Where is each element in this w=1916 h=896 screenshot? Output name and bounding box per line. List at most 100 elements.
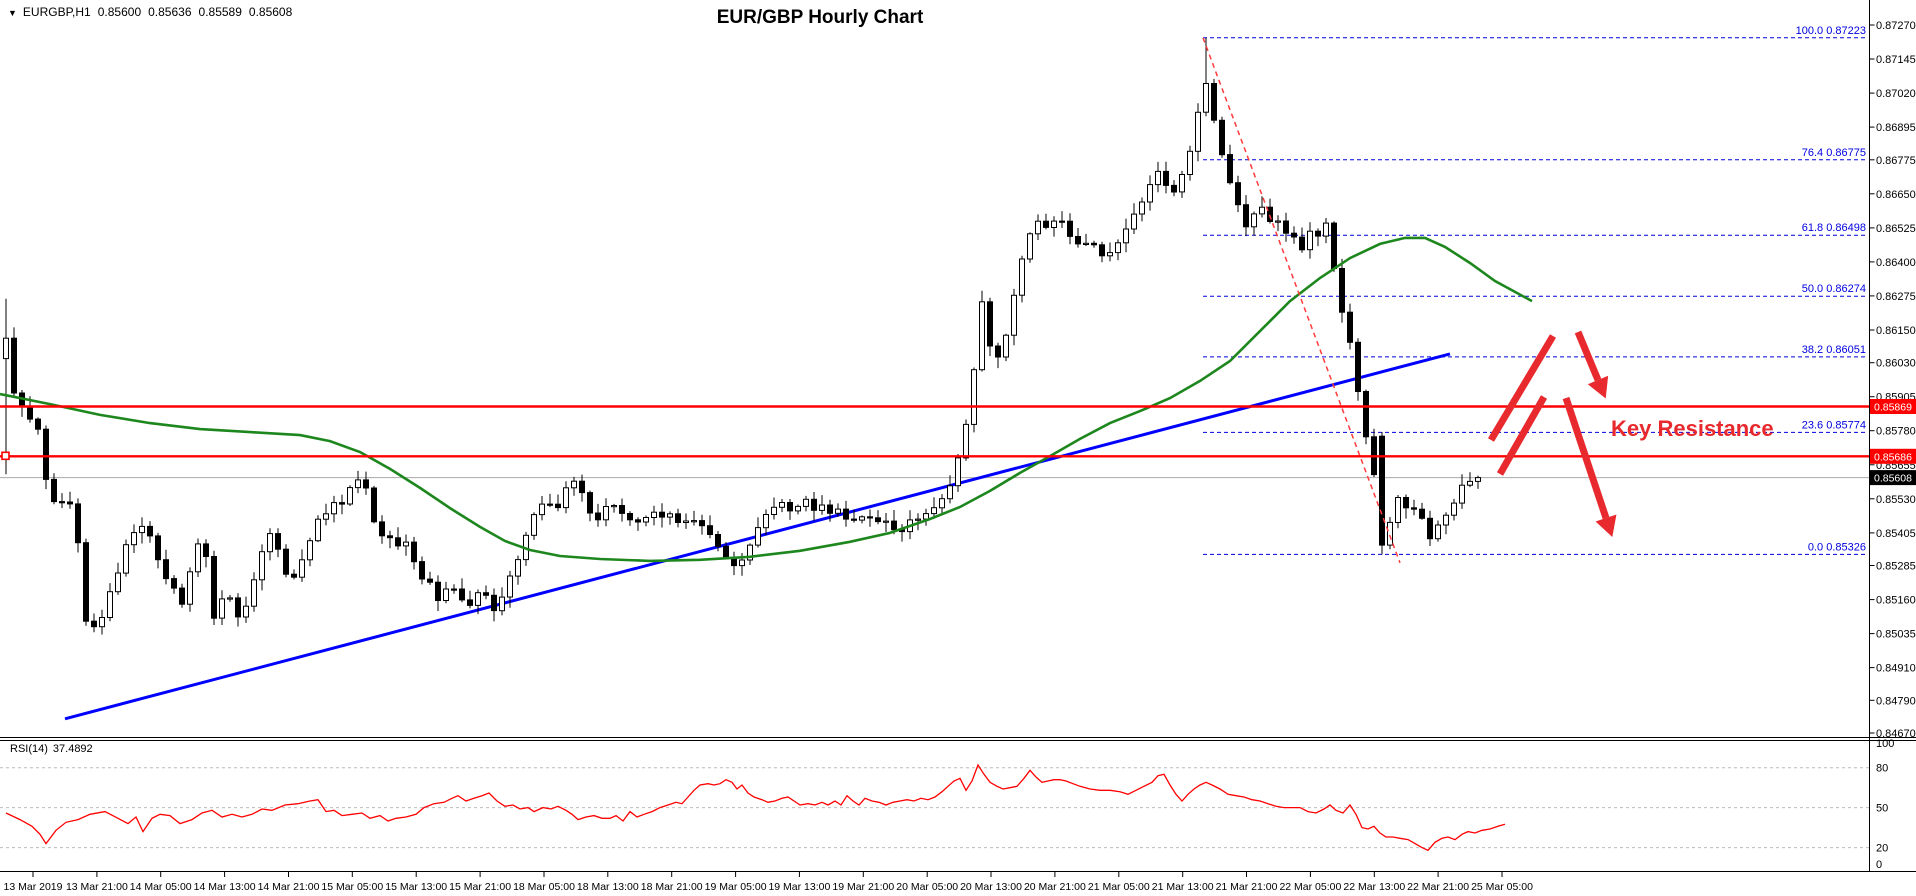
candle: [1331, 222, 1337, 270]
candle: [1443, 514, 1449, 526]
time-tick-label: 15 Mar 21:00: [449, 881, 511, 893]
candle: [995, 345, 1001, 358]
candle: [1355, 341, 1361, 392]
down-arrow-shaft: [1574, 330, 1602, 382]
symbol-label: EURGBP,H1: [22, 5, 91, 19]
candle: [571, 480, 577, 489]
candle: [355, 479, 361, 489]
candle: [1115, 242, 1121, 254]
candle: [563, 487, 569, 509]
quote-bar: ▼ EURGBP,H1 0.85600 0.85636 0.85589 0.85608: [8, 5, 292, 19]
price-tick-label: 0.87270: [1876, 20, 1916, 32]
candle: [1163, 170, 1169, 186]
candle: [1019, 258, 1025, 296]
candle: [299, 559, 305, 578]
rsi-indicator-label: RSI(14) 37.4892: [10, 743, 93, 755]
candle: [1179, 174, 1185, 193]
candle: [243, 605, 249, 618]
candle: [227, 597, 233, 600]
down-arrow-shaft: [1562, 396, 1610, 520]
time-tick-label: 19 Mar 05:00: [705, 881, 767, 893]
down-arrow-head: [1587, 375, 1609, 399]
candle: [139, 525, 145, 534]
candle: [371, 487, 377, 523]
candle: [315, 518, 321, 542]
candle: [507, 575, 513, 598]
candle: [1003, 334, 1009, 358]
down-arrow-head: [1595, 514, 1617, 537]
candle: [1091, 242, 1097, 246]
time-tick-label: 14 Mar 21:00: [258, 881, 320, 893]
candle: [123, 544, 129, 574]
candle: [115, 572, 121, 593]
candle: [171, 578, 177, 589]
time-tick-label: 15 Mar 13:00: [385, 881, 447, 893]
candle: [707, 525, 713, 536]
candle: [1251, 213, 1257, 228]
candle: [531, 514, 537, 536]
candle: [1187, 150, 1193, 176]
candle: [1267, 206, 1273, 222]
candle: [107, 591, 113, 619]
candle: [1059, 220, 1065, 223]
key-resistance-label[interactable]: Key Resistance: [1611, 416, 1774, 441]
up-stroke: [1496, 395, 1548, 476]
candle: [131, 532, 137, 546]
candle: [627, 513, 633, 521]
price-tick-label: 0.87145: [1876, 54, 1916, 66]
candle: [963, 423, 969, 459]
price-tags: 0.85869 0.85686 0.85608: [1870, 399, 1916, 486]
candle: [283, 548, 289, 575]
candle: [723, 545, 729, 558]
time-tick-label: 20 Mar 05:00: [896, 881, 958, 893]
candle: [1195, 111, 1201, 152]
candle: [1395, 497, 1401, 523]
quote-close: 0.85608: [248, 5, 293, 19]
candle: [795, 505, 801, 512]
rsi-tick-label: 100: [1876, 738, 1894, 750]
candle: [1027, 233, 1033, 260]
red-dashed-trend[interactable]: [1202, 37, 1401, 564]
resistance-lines[interactable]: [0, 405, 1870, 461]
time-tick-label: 15 Mar 05:00: [321, 881, 383, 893]
candle: [939, 498, 945, 509]
fib-retracement[interactable]: 100.0 0.87223 76.4 0.86775 61.8 0.86498 50.…: [1203, 25, 1866, 555]
candle: [291, 573, 297, 578]
candle: [195, 543, 201, 573]
chart-title: EUR/GBP Hourly Chart: [716, 7, 924, 28]
symbol-dropdown-icon[interactable]: ▼: [8, 8, 17, 18]
candle: [611, 505, 617, 508]
rsi-line: [5, 763, 1506, 852]
candle: [979, 301, 985, 371]
candle: [27, 406, 33, 420]
candle: [459, 588, 465, 601]
candle: [851, 518, 857, 521]
candle: [235, 597, 241, 618]
candle: [187, 571, 193, 605]
price-tick-label: 0.85160: [1876, 595, 1916, 607]
time-tick-label: 18 Mar 21:00: [641, 881, 703, 893]
pane-borders: [0, 0, 1916, 872]
candle: [603, 506, 609, 521]
annotation-arrows[interactable]: [1487, 330, 1617, 537]
candle: [443, 588, 449, 601]
candle: [715, 534, 721, 547]
time-tick-label: 19 Mar 21:00: [832, 881, 894, 893]
candle: [51, 478, 57, 503]
candle: [147, 525, 153, 537]
candle: [1451, 502, 1457, 516]
candle: [1411, 507, 1417, 510]
candle: [179, 587, 185, 605]
candle: [1315, 230, 1321, 237]
candle: [987, 301, 993, 347]
candle: [1259, 206, 1265, 215]
rsi-tick-label: 0: [1876, 859, 1882, 871]
candle: [99, 617, 105, 628]
candle: [619, 505, 625, 514]
candle: [419, 561, 425, 580]
candle: [307, 540, 313, 561]
time-tick-label: 13 Mar 21:00: [66, 881, 128, 893]
candle: [1459, 484, 1465, 504]
rsi-pane: 100 80 50 20 0: [0, 738, 1894, 871]
